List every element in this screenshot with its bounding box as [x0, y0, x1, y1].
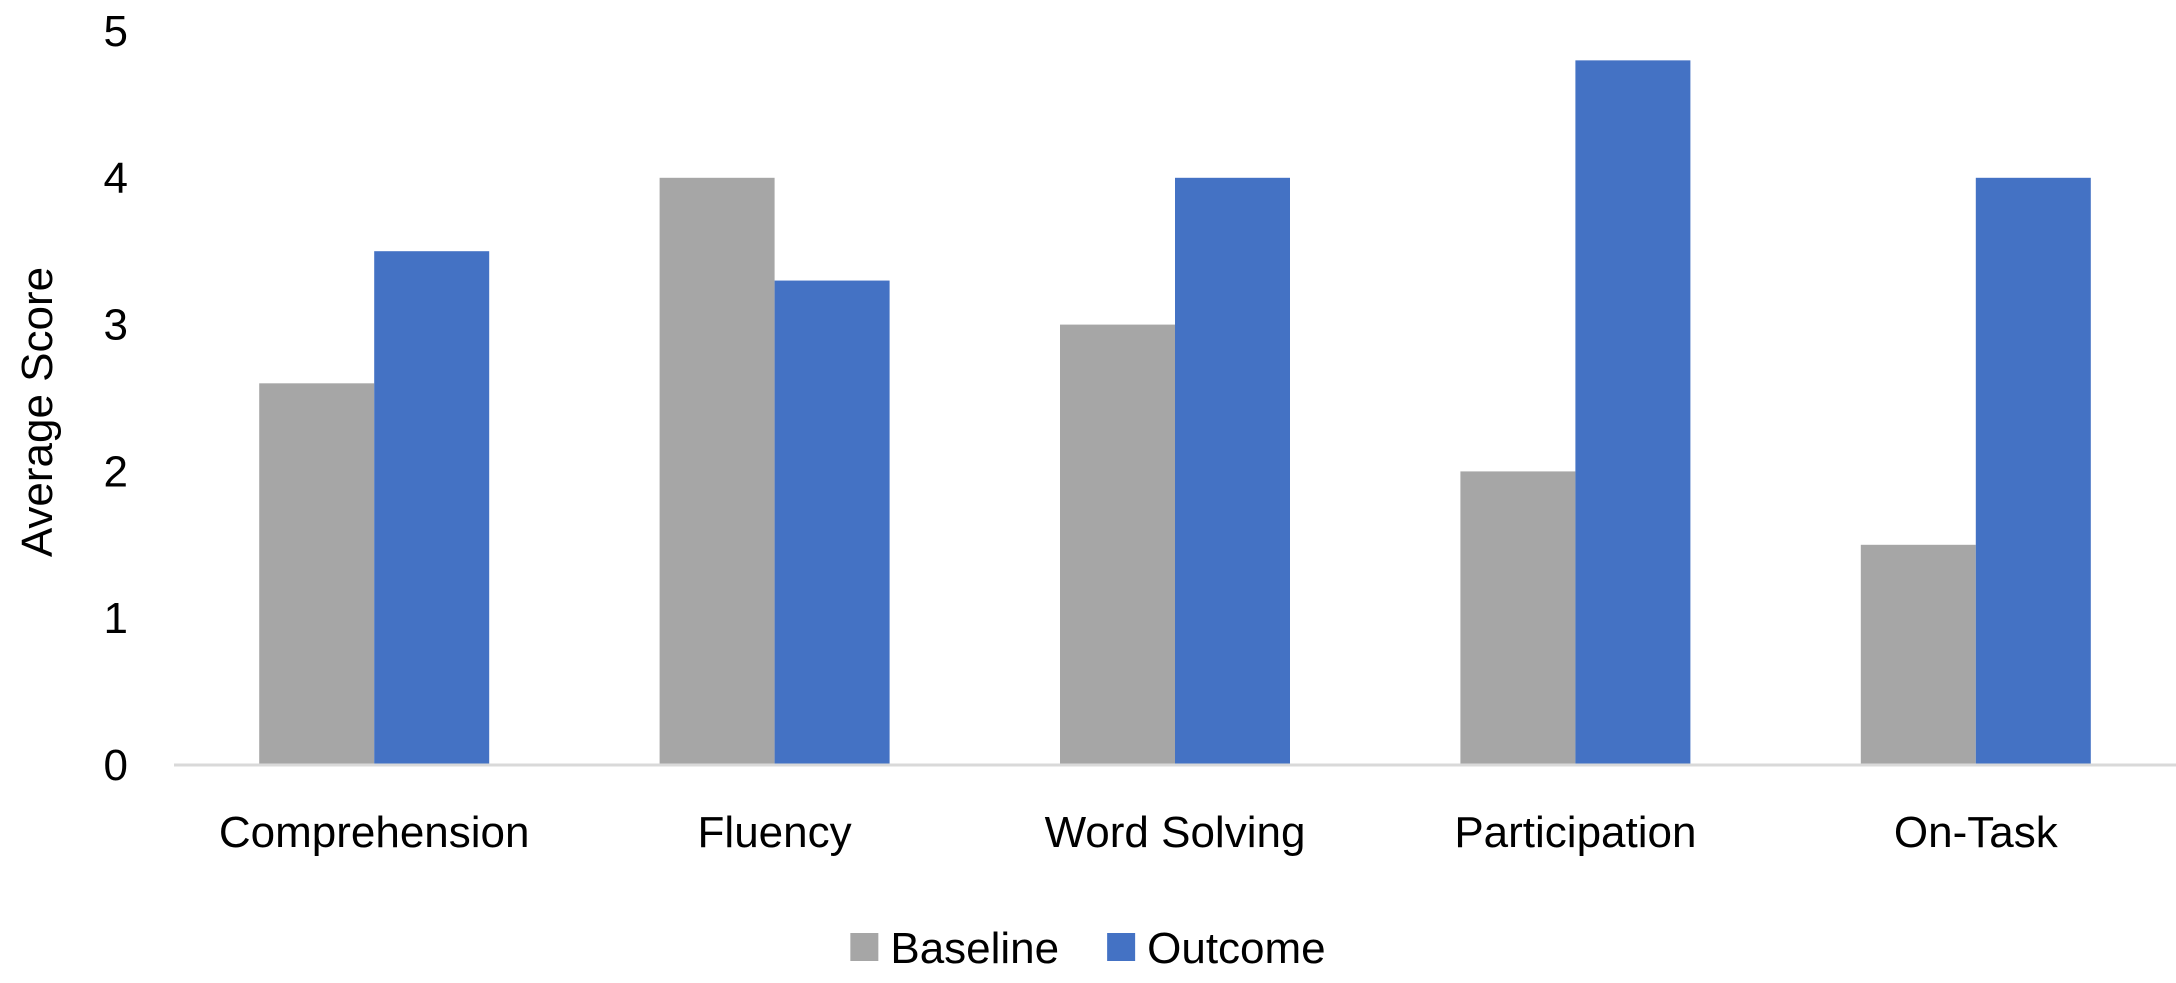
y-axis-title: Average Score: [13, 267, 62, 557]
x-tick-label: Word Solving: [1045, 808, 1306, 857]
x-axis-ticks: Comprehension Fluency Word Solving Particip…: [219, 808, 2059, 857]
bar-baseline-word-solving: [1060, 324, 1175, 765]
legend-label-baseline: Baseline: [890, 924, 1059, 973]
bar-baseline-on-task: [1860, 544, 1976, 765]
y-tick-label: 5: [104, 7, 128, 56]
x-tick-label: Comprehension: [219, 808, 530, 857]
legend-swatch-outcome: [1107, 933, 1136, 961]
bar-outcome-participation: [1575, 60, 1691, 766]
y-tick-label: 3: [104, 301, 128, 350]
y-tick-label: 4: [104, 154, 128, 203]
x-tick-label: On-Task: [1894, 808, 2059, 857]
bar-outcome-fluency: [774, 280, 890, 765]
y-tick-label: 2: [104, 447, 128, 496]
bar-outcome-comprehension: [374, 251, 490, 765]
legend: Baseline Outcome: [850, 924, 1326, 973]
bar-baseline-participation: [1460, 471, 1576, 765]
x-tick-label: Fluency: [698, 808, 852, 857]
bar-outcome-word-solving: [1175, 177, 1290, 766]
bar-baseline-fluency: [659, 177, 775, 766]
bars: [259, 60, 2091, 766]
legend-swatch-baseline: [850, 933, 879, 961]
y-axis-ticks: 0 1 2 3 4 5: [104, 7, 128, 790]
bar-outcome-on-task: [1975, 177, 2091, 766]
y-tick-label: 0: [104, 741, 128, 790]
bar-baseline-comprehension: [259, 383, 375, 765]
legend-label-outcome: Outcome: [1147, 924, 1326, 973]
x-tick-label: Participation: [1454, 808, 1696, 857]
y-tick-label: 1: [104, 594, 128, 643]
